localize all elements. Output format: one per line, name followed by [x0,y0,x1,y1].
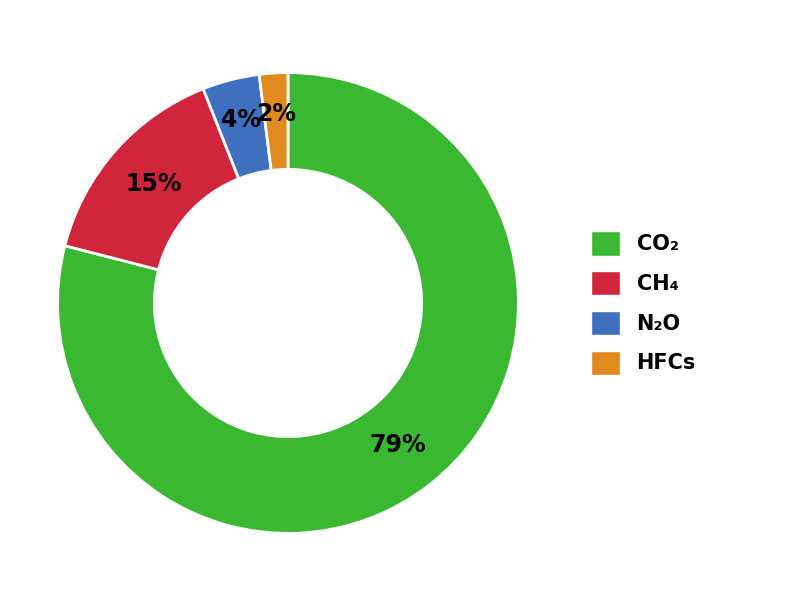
Text: 4%: 4% [221,108,261,132]
Wedge shape [65,89,239,270]
Text: 79%: 79% [370,433,426,457]
Text: 15%: 15% [125,172,182,196]
Wedge shape [259,73,288,170]
Wedge shape [58,73,518,533]
Text: 2%: 2% [256,102,296,127]
Legend: CO₂, CH₄, N₂O, HFCs: CO₂, CH₄, N₂O, HFCs [582,223,704,383]
Wedge shape [203,75,271,179]
